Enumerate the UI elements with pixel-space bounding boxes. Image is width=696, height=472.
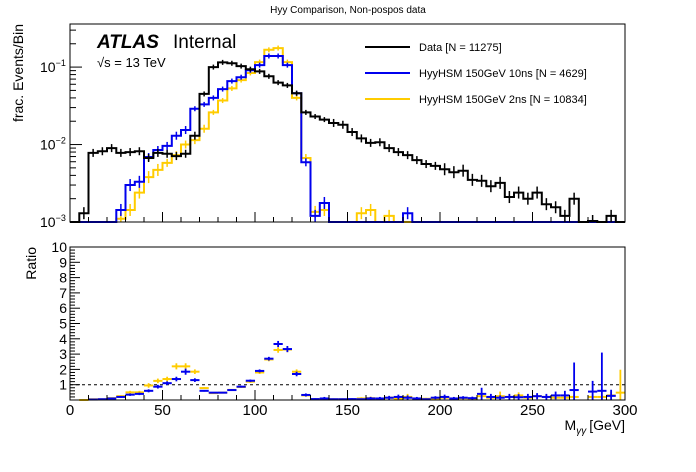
chart-title: Hyy Comparison, Non-pospos data: [270, 5, 426, 16]
atlas-status-label: Internal: [173, 32, 236, 53]
ratio-y-tick-label: 3: [59, 346, 67, 362]
ratio-y-tick-label: 2: [59, 361, 67, 377]
x-tick-label: 150: [335, 402, 360, 419]
energy-label: √s = 13 TeV: [97, 55, 166, 70]
ratio-y-tick-label: 10: [51, 239, 67, 255]
main-axes: 10−310−210−1: [40, 29, 626, 230]
legend-label: HyyHSM 150GeV 10ns [N = 4629]: [419, 68, 587, 80]
atlas-label: ATLAS: [96, 32, 159, 53]
ratio-points: [79, 340, 625, 401]
y-tick-mantissa: 10: [40, 137, 56, 153]
main-y-label: frac. Events/Bin: [10, 24, 26, 122]
main-panel: 10−310−210−1 frac. Events/Bin ATLAS Inte…: [10, 23, 626, 230]
ratio-y-label: Ratio: [23, 247, 39, 280]
ratio-y-tick-label: 8: [59, 270, 67, 286]
ratio-y-tick-label: 5: [59, 316, 67, 332]
x-tick-label: 50: [154, 402, 171, 419]
y-tick-mantissa: 10: [40, 214, 56, 230]
ratio-frame: [69, 246, 626, 401]
ratio-y-tick-label: 7: [59, 285, 67, 301]
x-tick-label: 250: [520, 402, 545, 419]
y-tick-mantissa: 10: [40, 59, 56, 75]
y-tick-label: 10−3: [40, 213, 66, 230]
y-tick-label: 10−1: [40, 58, 66, 75]
y-tick-exponent: −3: [56, 213, 66, 223]
legend-label: Data [N = 11275]: [419, 42, 502, 54]
histogram-line: [70, 61, 625, 223]
x-axis-label-unit: [GeV]: [589, 417, 625, 433]
series-data: [70, 59, 625, 223]
x-tick-label: 0: [66, 402, 74, 419]
ratio-y-tick-label: 6: [59, 300, 67, 316]
ratio-y-tick-label: 4: [59, 331, 67, 347]
x-tick-label: 200: [427, 402, 452, 419]
legend-label: HyyHSM 150GeV 2ns [N = 10834]: [419, 94, 587, 106]
y-tick-exponent: −1: [56, 58, 66, 68]
x-axis: 0 50 100 150 200 250 300: [66, 402, 638, 419]
x-axis-label-main: M: [565, 417, 577, 433]
y-tick-label: 10−2: [40, 136, 66, 153]
x-tick-label: 300: [612, 402, 637, 419]
ratio-y-tick-label: 9: [59, 254, 67, 270]
y-tick-exponent: −2: [56, 136, 66, 146]
x-axis-label-subscript: γγ: [576, 426, 587, 437]
ratio-y-tick-label: 1: [59, 377, 67, 393]
ratio-series-10ns: [88, 340, 616, 401]
ratio-series-2ns: [79, 346, 625, 401]
x-axis-label: Mγγ [GeV]: [565, 417, 625, 437]
legend: Data [N = 11275] HyyHSM 150GeV 10ns [N = …: [365, 42, 587, 106]
x-tick-label: 100: [242, 402, 267, 419]
